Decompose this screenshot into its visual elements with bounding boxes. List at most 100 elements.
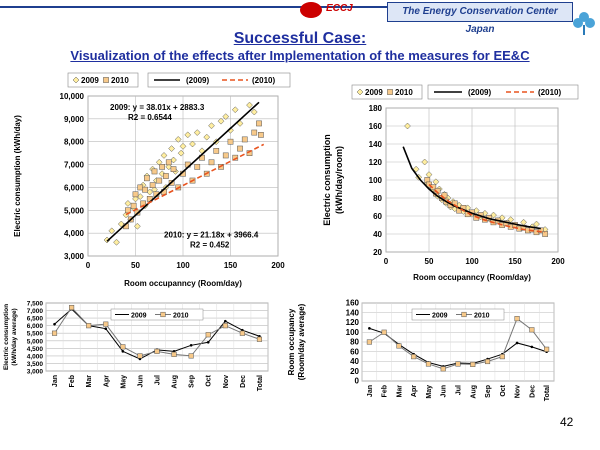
data-point-2009 <box>368 327 371 330</box>
data-point-2010 <box>213 148 220 154</box>
x-tick-label: Jul <box>155 375 162 385</box>
data-point-2009 <box>165 163 173 171</box>
legend-marker-2010 <box>103 77 109 83</box>
data-point-2009 <box>184 131 192 139</box>
data-point-2009 <box>515 341 519 345</box>
data-point-2010 <box>69 304 75 311</box>
page-number: 42 <box>560 415 574 429</box>
data-point-2009 <box>189 140 196 148</box>
data-point-2009 <box>117 220 125 228</box>
x-tick-label: Mar <box>86 375 93 388</box>
data-point-2009 <box>108 227 116 235</box>
y-tick-label: 6,500 <box>27 316 44 323</box>
y-tick-label: 7,500 <box>27 301 44 308</box>
data-point-2009 <box>246 101 253 109</box>
y-axis-label-line1: Electric consumption <box>322 134 332 226</box>
data-point-2010 <box>154 348 160 354</box>
data-point-2010 <box>256 336 263 342</box>
x-tick-label: Mar <box>396 385 403 398</box>
data-point-2010 <box>440 366 446 372</box>
y-tick-label: 7,000 <box>64 161 85 170</box>
data-point-2010 <box>222 152 229 159</box>
data-point-2009 <box>250 108 258 116</box>
x-tick-label: Sep <box>485 385 492 398</box>
data-point-2009 <box>121 350 125 353</box>
data-point-2010 <box>132 191 139 198</box>
x-tick-label: 100 <box>465 257 479 266</box>
data-point-2010 <box>137 184 144 191</box>
annotation-r2-2010: R2 = 0.452 <box>190 241 230 250</box>
y-tick-label: 4,000 <box>64 229 85 238</box>
legend-label-2009: 2009 <box>365 88 383 97</box>
y-tick-label: 140 <box>369 140 383 149</box>
x-tick-label: Dec <box>240 375 247 388</box>
y-tick-label: 80 <box>350 338 359 347</box>
y-tick-label: 4,500 <box>27 346 44 353</box>
x-tick-label: Dec <box>529 385 536 398</box>
data-point-2010 <box>86 323 92 329</box>
data-point-2009 <box>193 129 201 136</box>
data-point-2009 <box>179 142 187 150</box>
legend-label-fit-2009: (2009) <box>468 88 491 97</box>
x-tick-label: Nov <box>223 375 230 388</box>
y-tick-label: 6,000 <box>64 183 85 192</box>
data-point-2010 <box>499 354 505 360</box>
data-point-2010 <box>232 154 239 161</box>
data-point-2010 <box>256 120 262 127</box>
data-point-2010 <box>156 177 163 184</box>
x-tick-label: Jul <box>456 385 463 395</box>
data-point-2010 <box>246 150 253 156</box>
data-point-2010 <box>237 145 243 152</box>
data-point-2009 <box>533 220 540 228</box>
y-tick-label: 160 <box>369 122 383 131</box>
y-tick-label: 140 <box>346 308 360 317</box>
x-tick-label: 0 <box>86 261 91 270</box>
data-point-2010 <box>222 323 228 329</box>
data-point-2010 <box>411 354 417 360</box>
data-point-2009 <box>404 122 411 130</box>
data-point-2010 <box>170 166 177 172</box>
data-point-2009 <box>53 322 56 326</box>
y-axis-label-line2: (Room/day average) <box>297 303 306 380</box>
scatter-chart-consumption-per-room: 20 40 60 80 100 120 140 160 180 0 50 100 150 200 2009 2… <box>322 84 579 282</box>
data-point-2010 <box>241 136 248 143</box>
legend-lines-box <box>427 84 579 100</box>
y-tick-label: 3,000 <box>27 369 44 376</box>
legend-markers-box <box>351 84 423 100</box>
legend-label-2010: 2010 <box>474 313 490 320</box>
x-tick-label: 50 <box>131 261 140 270</box>
x-tick-label: 200 <box>551 257 565 266</box>
data-point-2010 <box>151 168 158 175</box>
data-point-2010 <box>425 361 432 367</box>
y-tick-label: 120 <box>369 158 383 167</box>
annotation-r2-2009: R2 = 0.6544 <box>128 113 172 122</box>
data-point-2010 <box>514 316 520 322</box>
y-tick-label: 10,000 <box>60 92 85 101</box>
y-tick-label: 3,000 <box>64 252 85 261</box>
data-point-2010 <box>251 129 258 136</box>
data-point-2009 <box>124 200 132 207</box>
data-point-2010 <box>103 321 109 327</box>
y-tick-label: 160 <box>346 299 360 308</box>
data-point-2010 <box>455 361 461 367</box>
data-point-2010 <box>51 330 58 336</box>
data-point-2010 <box>171 351 177 357</box>
data-point-2009 <box>177 149 185 157</box>
data-point-2009 <box>530 345 534 349</box>
data-point-2009 <box>134 222 141 230</box>
y-tick-label: 40 <box>373 230 382 239</box>
y-tick-label: 8,000 <box>64 138 85 147</box>
y-tick-label: 40 <box>350 357 359 366</box>
y-tick-label: 60 <box>373 212 382 221</box>
data-point-2009 <box>189 344 193 347</box>
legend-label-fit-2009: (2009) <box>186 76 209 85</box>
y-axis-label-line1: Room occupancy <box>287 308 296 375</box>
x-tick-label: Oct <box>500 384 507 396</box>
data-point-2010 <box>159 164 165 170</box>
y-tick-label: 120 <box>346 318 360 327</box>
x-tick-label: 0 <box>384 257 389 266</box>
data-point-2010 <box>194 164 201 170</box>
data-point-2009 <box>160 152 168 159</box>
x-tick-label: Aug <box>470 385 477 399</box>
legend-label-fit-2010: (2010) <box>538 88 561 97</box>
